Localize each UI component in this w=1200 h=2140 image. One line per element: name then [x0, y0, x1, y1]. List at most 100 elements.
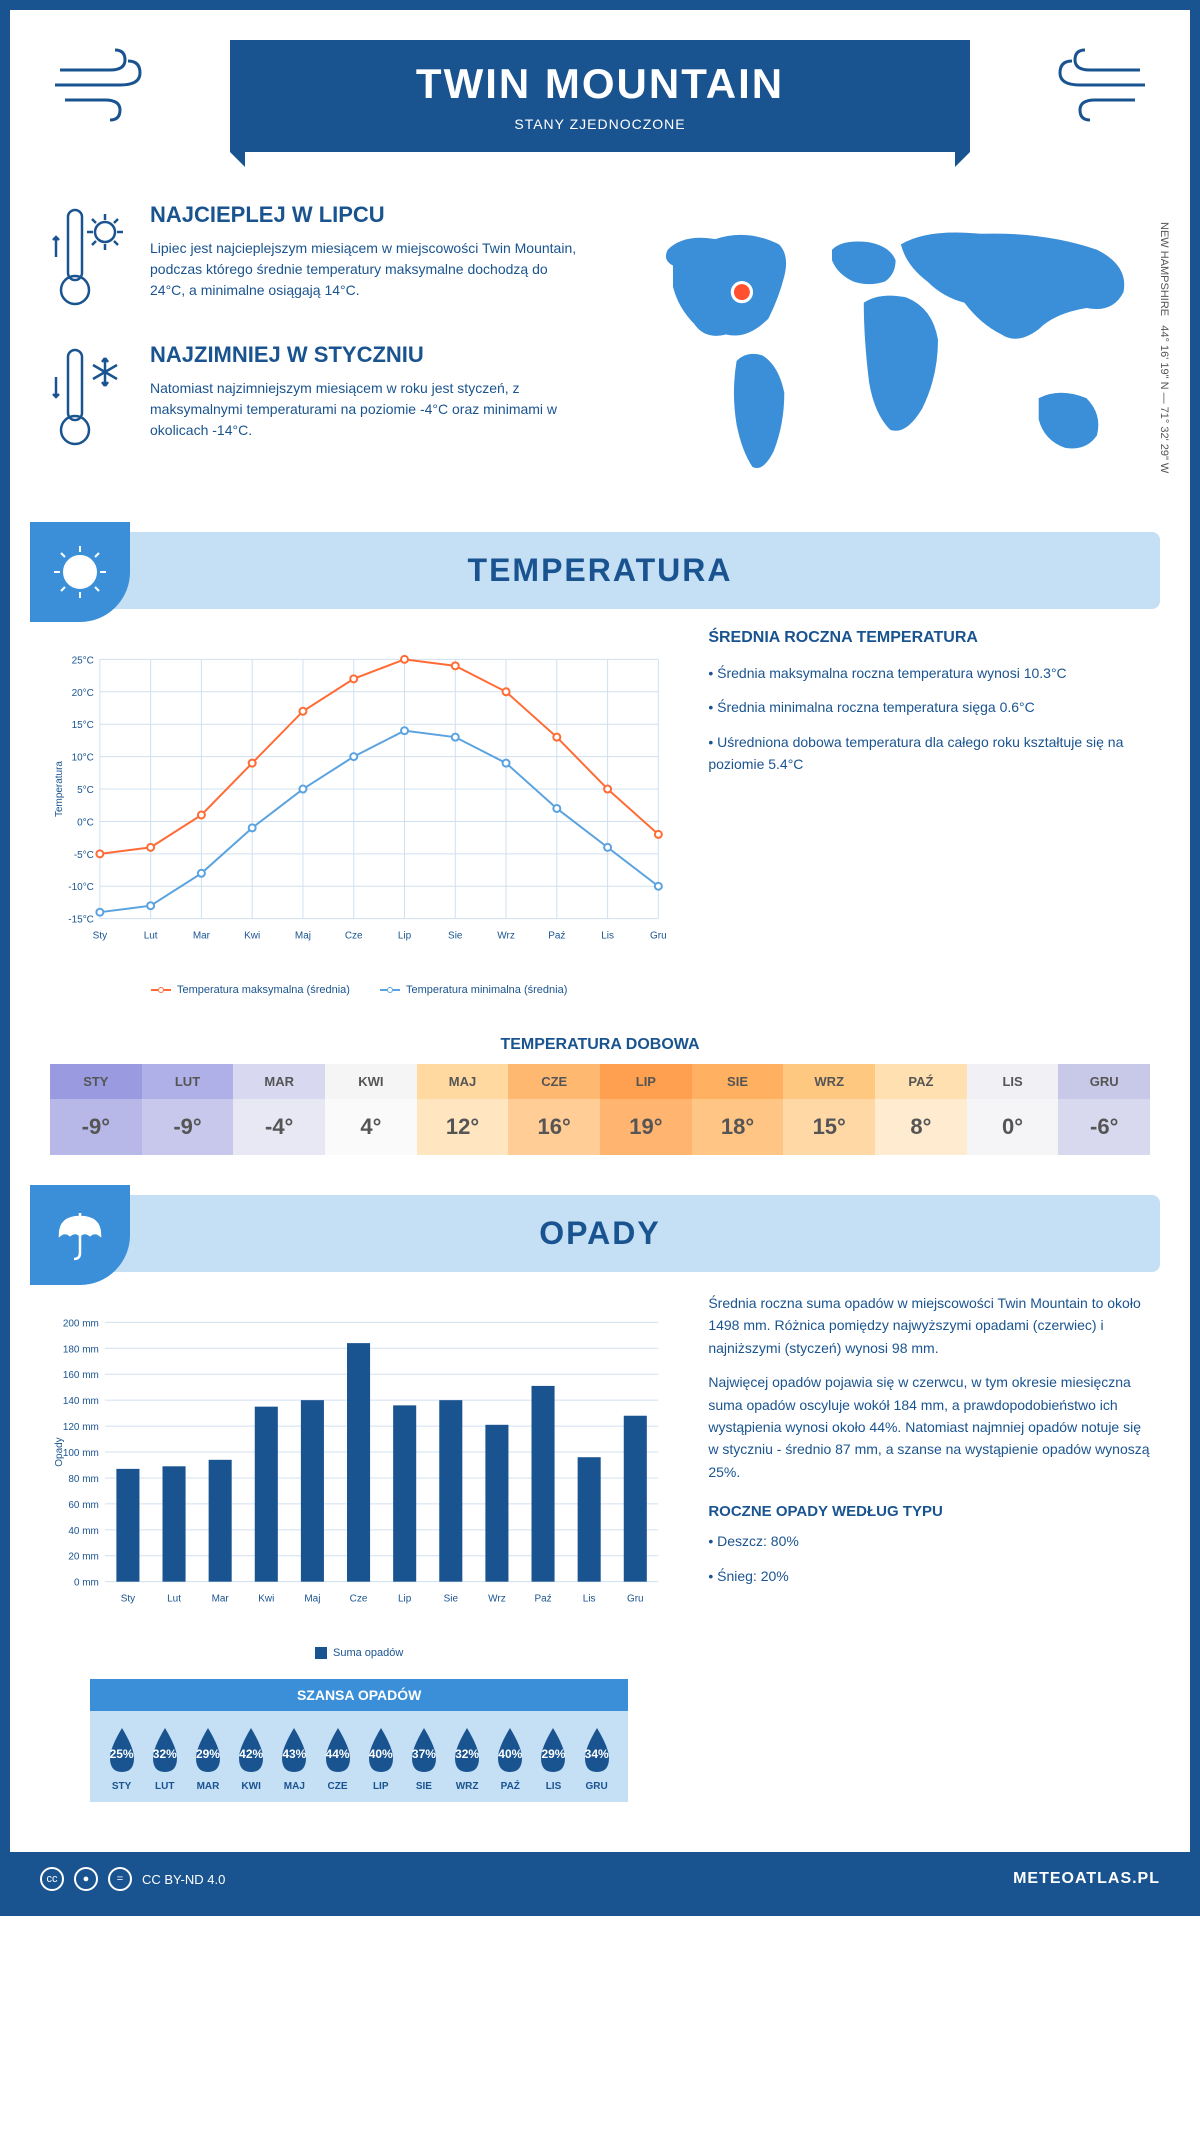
rain-chance-item: 29%MAR: [186, 1726, 229, 1792]
precipitation-chart: 0 mm20 mm40 mm60 mm80 mm100 mm120 mm140 …: [50, 1292, 668, 1659]
daily-temp-col: CZE16°: [508, 1064, 600, 1155]
svg-text:Lis: Lis: [601, 931, 614, 942]
wind-icon: [1030, 45, 1150, 125]
coordinates: NEW HAMPSHIRE 44° 16' 19" N — 71° 32' 29…: [1158, 222, 1170, 473]
overview: NAJCIEPLEJ W LIPCU Lipiec jest najcieple…: [10, 172, 1190, 512]
svg-text:Gru: Gru: [650, 931, 667, 942]
svg-text:Kwi: Kwi: [244, 931, 260, 942]
daily-temp-col: MAJ12°: [417, 1064, 509, 1155]
daily-temp-col: LIP19°: [600, 1064, 692, 1155]
precip-para2: Najwięcej opadów pojawia się w czerwcu, …: [708, 1371, 1150, 1483]
svg-text:Sty: Sty: [121, 1594, 135, 1605]
svg-text:Paź: Paź: [548, 931, 565, 942]
hot-month-title: NAJCIEPLEJ W LIPCU: [150, 202, 580, 228]
precip-types-title: ROCZNE OPADY WEDŁUG TYPU: [708, 1503, 1150, 1520]
daily-temp-table: STY-9°LUT-9°MAR-4°KWI4°MAJ12°CZE16°LIP19…: [50, 1064, 1150, 1155]
daily-temp-col: PAŹ8°: [875, 1064, 967, 1155]
temp-bullet: • Uśredniona dobowa temperatura dla całe…: [708, 731, 1150, 776]
svg-text:Wrz: Wrz: [497, 931, 515, 942]
wind-icon: [50, 45, 170, 125]
license-text: CC BY-ND 4.0: [142, 1872, 225, 1887]
temperature-section-header: TEMPERATURA: [40, 532, 1160, 609]
svg-text:Gru: Gru: [627, 1594, 644, 1605]
svg-text:Mar: Mar: [193, 931, 211, 942]
svg-text:0 mm: 0 mm: [74, 1578, 99, 1589]
precip-type-item: • Deszcz: 80%: [708, 1530, 1150, 1552]
hot-month-text: Lipiec jest najcieplejszym miesiącem w m…: [150, 238, 580, 301]
site-name: METEOATLAS.PL: [1013, 1870, 1160, 1888]
svg-text:20°C: 20°C: [72, 688, 94, 699]
thermometer-hot-icon: [50, 202, 130, 312]
svg-text:80 mm: 80 mm: [68, 1474, 98, 1485]
daily-temp-title: TEMPERATURA DOBOWA: [10, 1036, 1190, 1054]
svg-text:Sty: Sty: [93, 931, 107, 942]
svg-text:Cze: Cze: [345, 931, 363, 942]
svg-text:Kwi: Kwi: [258, 1594, 274, 1605]
svg-text:Maj: Maj: [304, 1594, 320, 1605]
rain-chance-item: 25%STY: [100, 1726, 143, 1792]
svg-text:Maj: Maj: [295, 931, 311, 942]
nd-icon: =: [108, 1867, 132, 1891]
by-icon: ●: [74, 1867, 98, 1891]
daily-temp-col: MAR-4°: [233, 1064, 325, 1155]
daily-temp-col: LIS0°: [967, 1064, 1059, 1155]
svg-text:Lip: Lip: [398, 931, 412, 942]
page-title: TWIN MOUNTAIN: [250, 60, 950, 108]
temp-info-title: ŚREDNIA ROCZNA TEMPERATURA: [708, 629, 1150, 647]
thermometer-cold-icon: [50, 342, 130, 452]
svg-text:160 mm: 160 mm: [63, 1370, 99, 1381]
svg-text:Lut: Lut: [167, 1594, 181, 1605]
rain-chance-item: 42%KWI: [230, 1726, 273, 1792]
rain-chance-item: 37%SIE: [402, 1726, 445, 1792]
svg-text:10°C: 10°C: [72, 753, 94, 764]
svg-text:0°C: 0°C: [77, 817, 94, 828]
world-map: [620, 202, 1150, 482]
daily-temp-col: LUT-9°: [142, 1064, 234, 1155]
svg-text:140 mm: 140 mm: [63, 1396, 99, 1407]
svg-text:20 mm: 20 mm: [68, 1552, 98, 1563]
rain-chance-item: 40%LIP: [359, 1726, 402, 1792]
daily-temp-col: STY-9°: [50, 1064, 142, 1155]
rain-chance-title: SZANSA OPADÓW: [90, 1679, 628, 1711]
cold-month-block: NAJZIMNIEJ W STYCZNIU Natomiast najzimni…: [50, 342, 580, 452]
sun-icon: [30, 522, 130, 622]
precip-types: ROCZNE OPADY WEDŁUG TYPU • Deszcz: 80% • …: [708, 1503, 1150, 1587]
temperature-title: TEMPERATURA: [60, 552, 1140, 589]
daily-temp-col: SIE18°: [692, 1064, 784, 1155]
temperature-chart: -15°C-10°C-5°C0°C5°C10°C15°C20°C25°CStyL…: [50, 629, 668, 996]
svg-text:60 mm: 60 mm: [68, 1500, 98, 1511]
title-banner: TWIN MOUNTAIN STANY ZJEDNOCZONE: [230, 40, 970, 152]
footer: cc ● = CC BY-ND 4.0 METEOATLAS.PL: [10, 1852, 1190, 1906]
legend-item: Temperatura minimalna (średnia): [380, 984, 567, 996]
daily-temp-col: KWI4°: [325, 1064, 417, 1155]
svg-text:15°C: 15°C: [72, 720, 94, 731]
svg-text:Sie: Sie: [444, 1594, 459, 1605]
legend-item: Temperatura maksymalna (średnia): [151, 984, 350, 996]
svg-text:40 mm: 40 mm: [68, 1526, 98, 1537]
svg-text:Paź: Paź: [534, 1594, 551, 1605]
daily-temp-col: WRZ15°: [783, 1064, 875, 1155]
rain-chance-item: 32%WRZ: [446, 1726, 489, 1792]
rain-chance: SZANSA OPADÓW 25%STY32%LUT29%MAR42%KWI43…: [90, 1679, 628, 1802]
precip-type-item: • Śnieg: 20%: [708, 1565, 1150, 1587]
svg-text:-15°C: -15°C: [68, 915, 94, 926]
legend-item: Suma opadów: [315, 1647, 403, 1659]
precipitation-section-header: OPADY: [40, 1195, 1160, 1272]
temp-bullet: • Średnia maksymalna roczna temperatura …: [708, 662, 1150, 684]
cold-month-text: Natomiast najzimniejszym miesiącem w rok…: [150, 378, 580, 441]
svg-text:Lut: Lut: [144, 931, 158, 942]
rain-chance-item: 29%LIS: [532, 1726, 575, 1792]
rain-chance-item: 43%MAJ: [273, 1726, 316, 1792]
svg-text:Sie: Sie: [448, 931, 463, 942]
cold-month-title: NAJZIMNIEJ W STYCZNIU: [150, 342, 580, 368]
svg-text:25°C: 25°C: [72, 655, 94, 666]
svg-text:Lip: Lip: [398, 1594, 412, 1605]
svg-text:Temperatura: Temperatura: [54, 761, 65, 817]
svg-text:Opady: Opady: [54, 1437, 65, 1466]
cc-icon: cc: [40, 1867, 64, 1891]
svg-text:5°C: 5°C: [77, 785, 94, 796]
svg-text:Lis: Lis: [583, 1594, 596, 1605]
svg-text:-5°C: -5°C: [74, 850, 94, 861]
page-subtitle: STANY ZJEDNOCZONE: [250, 116, 950, 132]
svg-text:Mar: Mar: [212, 1594, 230, 1605]
